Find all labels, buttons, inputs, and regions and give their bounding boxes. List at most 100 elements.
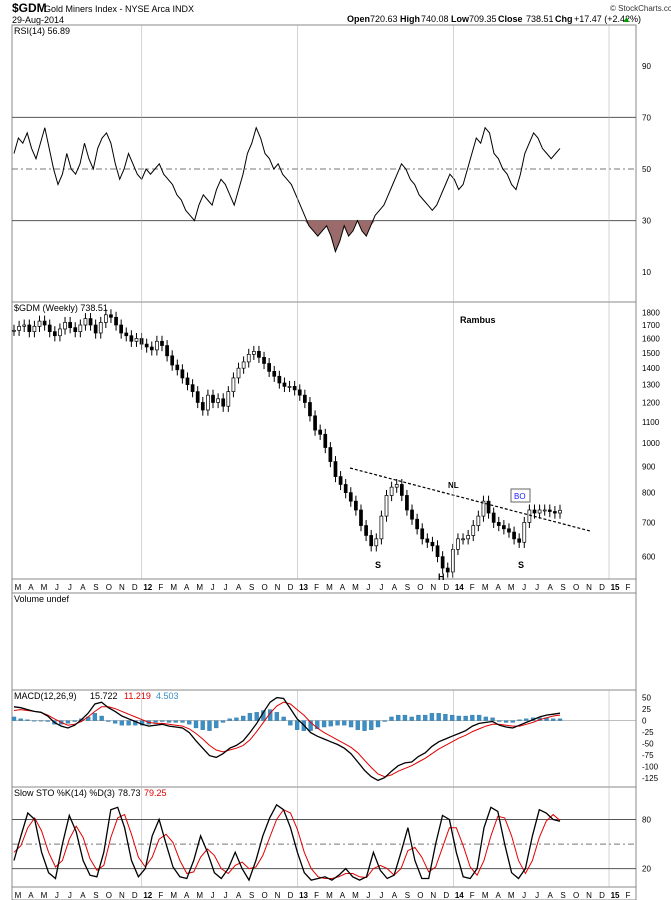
price-candle — [114, 316, 118, 326]
macd-histogram-bar — [348, 720, 354, 728]
rsi-tick-label: 70 — [642, 113, 651, 122]
rsi-oversold-fill — [304, 220, 376, 252]
macd-histogram-bar — [436, 713, 441, 721]
xaxis-bottom-label: J — [211, 891, 215, 900]
macd-histogram-bar — [106, 720, 111, 722]
xaxis-top-label: A — [236, 583, 242, 592]
price-candle — [323, 433, 328, 448]
xaxis-top-label: N — [430, 583, 436, 592]
xaxis-top-label: S — [249, 583, 254, 592]
macd-histogram-bar — [443, 714, 448, 721]
sto-d-line — [13, 809, 561, 879]
price-candle — [32, 325, 37, 332]
price-candle — [134, 338, 139, 342]
price-candle — [303, 394, 307, 403]
xaxis-bottom-label: M — [170, 891, 177, 900]
macd-histogram-bar — [328, 720, 333, 727]
macd-legend-2: 11.219 — [124, 691, 151, 701]
macd-histogram-bar — [274, 712, 280, 721]
price-candle — [78, 324, 83, 332]
xaxis-top-label: D — [132, 583, 138, 592]
xaxis-bottom-label: A — [392, 891, 398, 900]
price-candle — [52, 331, 57, 337]
price-candle — [547, 509, 552, 512]
xaxis-top-label: O — [573, 583, 579, 592]
sto-tick-label: 80 — [642, 816, 651, 825]
price-candle — [206, 394, 210, 411]
xaxis-bottom-label: N — [119, 891, 125, 900]
xaxis-bottom-label: S — [405, 891, 410, 900]
xaxis-top-label: M — [482, 583, 489, 592]
macd-histogram-bar — [247, 713, 253, 721]
price-candle — [282, 382, 287, 387]
price-candle — [231, 377, 236, 392]
price-candle — [328, 447, 333, 462]
price-candle — [466, 535, 470, 540]
xaxis-top-label: M — [170, 583, 177, 592]
macd-histogram-bar — [335, 720, 340, 726]
price-candle — [338, 476, 343, 485]
macd-tick-label: 50 — [642, 694, 651, 703]
macd-histogram-bar — [193, 720, 199, 729]
macd-histogram-bar — [423, 714, 428, 721]
price-candle — [262, 356, 266, 364]
price-candle — [27, 324, 32, 332]
price-candle — [476, 515, 481, 526]
price-tick-label: 1100 — [642, 418, 660, 427]
price-candle — [170, 355, 175, 366]
macd-histogram-bar — [315, 720, 320, 730]
price-tick-label: 1300 — [642, 381, 660, 390]
price-candle — [399, 484, 404, 496]
xaxis-top-label: A — [184, 583, 190, 592]
xaxis-bottom-label: J — [224, 891, 228, 900]
close-label: Close — [498, 14, 523, 24]
xaxis-top-label: 14 — [455, 583, 464, 592]
price-candle — [195, 391, 200, 403]
macd-histogram-bar — [342, 720, 347, 726]
price-candle — [246, 353, 251, 363]
macd-histogram-bar — [510, 720, 515, 723]
price-candle — [17, 325, 21, 331]
price-candle — [558, 509, 562, 514]
rsi-title: RSI(14) 56.89 — [14, 26, 70, 36]
price-candle — [537, 509, 542, 514]
open-value: 720.63 — [370, 14, 398, 24]
xaxis-top-label: F — [470, 583, 475, 592]
price-candle — [343, 484, 348, 494]
macd-histogram-bar — [490, 717, 495, 721]
xaxis-bottom-label: D — [132, 891, 138, 900]
price-candle — [440, 556, 445, 569]
macd-histogram-bar — [72, 720, 77, 722]
xaxis-bottom-label: A — [236, 891, 242, 900]
price-candle — [47, 324, 52, 332]
macd-histogram-bar — [503, 720, 509, 723]
ohlc-readout: Open 720.63 High 740.08 Low 709.35 Close… — [347, 14, 641, 24]
macd-histogram-bar — [281, 716, 286, 721]
xaxis-top-label: N — [119, 583, 125, 592]
xaxis-top-label: M — [15, 583, 22, 592]
xaxis-top-label: S — [560, 583, 565, 592]
xaxis-top-label: S — [405, 583, 410, 592]
price-tick-label: 1500 — [642, 349, 660, 358]
macd-histogram-bar — [38, 720, 44, 722]
macd-histogram-bar — [173, 720, 178, 723]
macd-histogram-bar — [517, 719, 522, 721]
sto-legend-1: 78.73 — [118, 788, 141, 798]
xaxis-top-label: M — [326, 583, 333, 592]
xaxis-top-label: M — [41, 583, 48, 592]
macd-histogram-bar — [32, 720, 37, 722]
price-tick-label: 900 — [642, 462, 656, 471]
macd-histogram-bar — [65, 720, 71, 724]
shoulder-right-label: S — [518, 560, 524, 570]
xaxis-bottom-label: A — [80, 891, 86, 900]
price-candle — [512, 531, 516, 540]
price-candle — [144, 343, 149, 348]
price-candle — [109, 314, 113, 318]
xaxis-bottom-label: J — [366, 891, 370, 900]
xaxis-bottom-label: N — [430, 891, 436, 900]
xaxis-top-label: D — [599, 583, 605, 592]
xaxis-top-label: 15 — [611, 583, 620, 592]
xaxis-bottom-label: D — [288, 891, 294, 900]
xaxis-bottom-label: 14 — [455, 891, 464, 900]
xaxis-top-label: J — [68, 583, 72, 592]
